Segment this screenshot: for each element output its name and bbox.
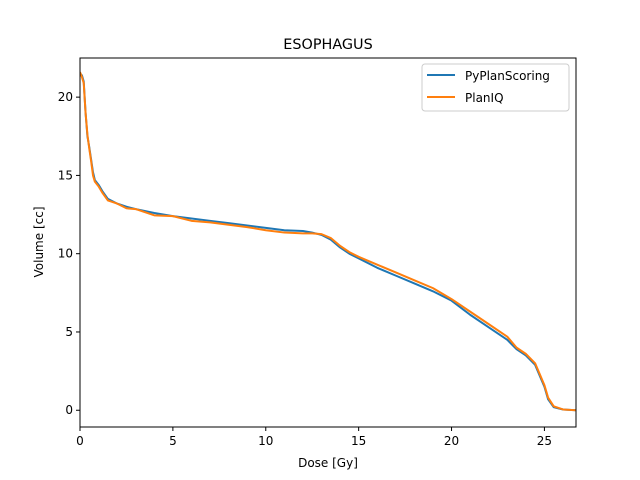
legend-label-planiq: PlanIQ: [465, 91, 504, 105]
y-tick-label: 15: [58, 168, 73, 182]
legend: PyPlanScoring PlanIQ: [421, 63, 570, 112]
y-tick-label: 10: [58, 247, 73, 261]
chart-title: ESOPHAGUS: [283, 37, 372, 53]
y-tick-label: 0: [65, 403, 73, 417]
y-tick-label: 20: [58, 90, 73, 104]
y-axis-label: Volume [cc]: [32, 206, 46, 277]
plot-area: [79, 57, 577, 428]
x-axis-ticks: 0 5 10 15 20 25: [76, 427, 552, 448]
x-tick-label: 5: [169, 434, 177, 448]
x-tick-label: 10: [258, 434, 273, 448]
x-tick-label: 0: [76, 434, 84, 448]
legend-frame: [421, 63, 570, 112]
axes-background: [80, 58, 576, 427]
series-line-planiq: [80, 71, 576, 412]
y-axis-ticks: 0 5 10 15 20: [58, 90, 80, 417]
series-layer: [80, 71, 576, 412]
legend-label-pyplanscoring: PyPlanScoring: [465, 69, 550, 83]
x-axis-label: Dose [Gy]: [298, 456, 358, 470]
x-tick-label: 25: [537, 434, 552, 448]
x-tick-label: 15: [351, 434, 366, 448]
axes-frame: [79, 57, 577, 428]
x-tick-label: 20: [444, 434, 459, 448]
y-tick-label: 5: [65, 325, 73, 339]
